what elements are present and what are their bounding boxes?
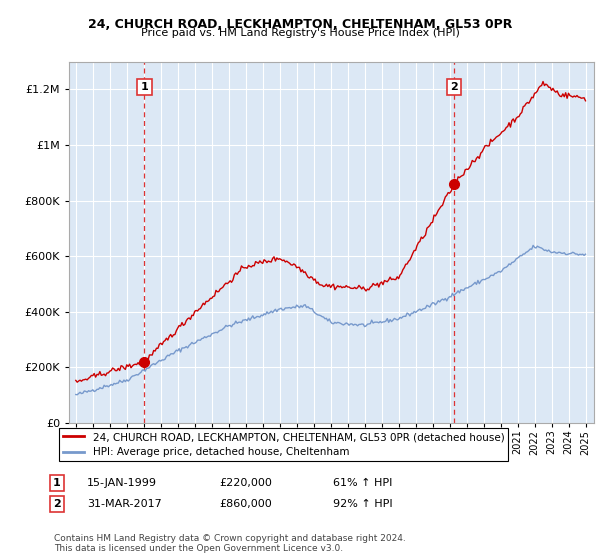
Text: £860,000: £860,000 xyxy=(219,499,272,509)
Text: 24, CHURCH ROAD, LECKHAMPTON, CHELTENHAM, GL53 0PR: 24, CHURCH ROAD, LECKHAMPTON, CHELTENHAM… xyxy=(88,18,512,31)
Legend: 24, CHURCH ROAD, LECKHAMPTON, CHELTENHAM, GL53 0PR (detached house), HPI: Averag: 24, CHURCH ROAD, LECKHAMPTON, CHELTENHAM… xyxy=(59,428,508,461)
Text: 1: 1 xyxy=(53,478,61,488)
Text: Price paid vs. HM Land Registry's House Price Index (HPI): Price paid vs. HM Land Registry's House … xyxy=(140,28,460,38)
Text: 61% ↑ HPI: 61% ↑ HPI xyxy=(333,478,392,488)
Text: 1: 1 xyxy=(140,82,148,92)
Text: 15-JAN-1999: 15-JAN-1999 xyxy=(87,478,157,488)
Text: Contains HM Land Registry data © Crown copyright and database right 2024.
This d: Contains HM Land Registry data © Crown c… xyxy=(54,534,406,553)
Text: 2: 2 xyxy=(450,82,458,92)
Text: 2: 2 xyxy=(53,499,61,509)
Text: 92% ↑ HPI: 92% ↑ HPI xyxy=(333,499,392,509)
Text: £220,000: £220,000 xyxy=(219,478,272,488)
Text: 31-MAR-2017: 31-MAR-2017 xyxy=(87,499,162,509)
